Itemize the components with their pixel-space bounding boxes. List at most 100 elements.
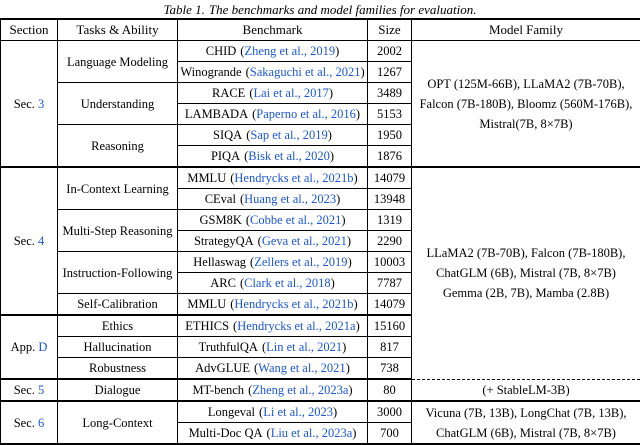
task-cell: In-Context Learning xyxy=(58,167,178,210)
section-cell: App. D xyxy=(1,315,58,379)
citation-link[interactable]: Sap et al., 2019 xyxy=(246,128,332,142)
section-cell: Sec. 5 xyxy=(1,379,58,401)
section-prefix: Sec. xyxy=(14,383,35,397)
benchmark-cell: CHIDZheng et al., 2019 xyxy=(178,41,368,62)
size-cell: 15160 xyxy=(368,315,412,337)
benchmark-name: CHID xyxy=(206,44,237,58)
citation-link[interactable]: Lai et al., 2017 xyxy=(249,86,333,100)
benchmark-cell: MMLU Hendrycks et al., 2021b xyxy=(178,167,368,189)
model-family-line: Gemma (2B, 7B), Mamba (2.8B) xyxy=(414,283,638,303)
size-cell: 738 xyxy=(368,358,412,380)
col-header-section: Section xyxy=(1,19,58,41)
model-family-line: Falcon (7B-180B), Bloomz (560M-176B), xyxy=(414,94,638,114)
size-cell: 14079 xyxy=(368,294,412,316)
citation-link[interactable]: Bisk et al., 2020 xyxy=(244,149,334,163)
model-family-line: Vicuna (7B, 13B), LongChat (7B, 13B), xyxy=(414,403,638,423)
benchmark-cell: ARC Clark et al., 2018 xyxy=(178,273,368,294)
size-cell: 1267 xyxy=(368,62,412,83)
section-prefix: Sec. xyxy=(14,234,35,248)
benchmark-name: ARC xyxy=(210,276,236,290)
task-cell: Instruction-Following xyxy=(58,252,178,294)
size-cell: 80 xyxy=(368,379,412,401)
task-cell: Hallucination xyxy=(58,337,178,358)
citation-link[interactable]: Hendrycks et al., 2021b xyxy=(230,171,357,185)
size-cell: 5153 xyxy=(368,104,412,125)
benchmark-name: PIQA xyxy=(211,149,240,163)
citation-link[interactable]: Geva et al., 2021 xyxy=(258,234,351,248)
size-cell: 700 xyxy=(368,423,412,445)
header-row: Section Tasks & Ability Benchmark Size M… xyxy=(1,19,640,41)
benchmark-cell: SIQA Sap et al., 2019 xyxy=(178,125,368,146)
size-cell: 7787 xyxy=(368,273,412,294)
citation-link[interactable]: Huang et al., 2023 xyxy=(240,192,340,206)
task-cell: Self-Calibration xyxy=(58,294,178,316)
citation-link[interactable]: Zheng et al., 2023a xyxy=(248,383,353,397)
table-row: Sec. 5 Dialogue MT-benchZheng et al., 20… xyxy=(1,379,640,401)
benchmark-name: RACE xyxy=(212,86,245,100)
benchmark-name: MMLU xyxy=(187,297,226,311)
citation-link[interactable]: Wang et al., 2021 xyxy=(254,361,350,375)
section-ref-link[interactable]: 6 xyxy=(38,416,44,430)
model-family-cell: LLaMA2 (7B-70B), Falcon (7B-180B), ChatG… xyxy=(412,167,640,379)
benchmark-cell: WinograndeSakaguchi et al., 2021 xyxy=(178,62,368,83)
citation-link[interactable]: Hendrycks et al., 2021b xyxy=(230,297,357,311)
citation-link[interactable]: Hendrycks et al., 2021a xyxy=(233,319,360,333)
benchmark-name: GSM8K xyxy=(199,213,241,227)
benchmark-cell: PIQA Bisk et al., 2020 xyxy=(178,146,368,168)
model-family-line: Mistral(7B, 8×7B) xyxy=(414,114,638,134)
benchmark-name: TruthfulQA xyxy=(199,340,258,354)
size-cell: 817 xyxy=(368,337,412,358)
benchmark-cell: Multi-Doc QALiu et al., 2023a xyxy=(178,423,368,445)
section-prefix: Sec. xyxy=(14,416,35,430)
section-ref-link[interactable]: 3 xyxy=(38,97,44,111)
task-cell: Ethics xyxy=(58,315,178,337)
benchmark-name: SIQA xyxy=(213,128,242,142)
benchmark-cell: Longeval Li et al., 2023 xyxy=(178,401,368,423)
table-row: Sec. 3 Language Modeling CHIDZheng et al… xyxy=(1,41,640,62)
col-header-tasks: Tasks & Ability xyxy=(58,19,178,41)
benchmark-cell: MT-benchZheng et al., 2023a xyxy=(178,379,368,401)
section-ref-link[interactable]: D xyxy=(38,340,47,354)
citation-link[interactable]: Clark et al., 2018 xyxy=(240,276,335,290)
benchmark-cell: MMLU Hendrycks et al., 2021b xyxy=(178,294,368,316)
benchmark-cell: HellaswagZellers et al., 2019 xyxy=(178,252,368,273)
size-cell: 1876 xyxy=(368,146,412,168)
benchmark-cell: GSM8K Cobbe et al., 2021 xyxy=(178,210,368,231)
section-ref-link[interactable]: 4 xyxy=(38,234,44,248)
section-ref-link[interactable]: 5 xyxy=(38,383,44,397)
citation-link[interactable]: Sakaguchi et al., 2021 xyxy=(246,65,365,79)
task-cell: Robustness xyxy=(58,358,178,380)
model-family-cell: (+ StableLM-3B) xyxy=(412,379,640,401)
benchmark-name: MMLU xyxy=(187,171,226,185)
benchmark-name: LAMBADA xyxy=(185,107,248,121)
citation-link[interactable]: Zellers et al., 2019 xyxy=(250,255,352,269)
benchmark-cell: AdvGLUEWang et al., 2021 xyxy=(178,358,368,380)
size-cell: 1319 xyxy=(368,210,412,231)
col-header-benchmark: Benchmark xyxy=(178,19,368,41)
section-prefix: App. xyxy=(11,340,36,354)
benchmark-cell: ETHICS Hendrycks et al., 2021a xyxy=(178,315,368,337)
citation-link[interactable]: Cobbe et al., 2021 xyxy=(246,213,346,227)
benchmark-name: ETHICS xyxy=(185,319,229,333)
citation-link[interactable]: Lin et al., 2021 xyxy=(262,340,346,354)
benchmark-cell: LAMBADA Paperno et al., 2016 xyxy=(178,104,368,125)
model-family-line: OPT (125M-66B), LLaMA2 (7B-70B), xyxy=(414,74,638,94)
task-cell: Dialogue xyxy=(58,379,178,401)
benchmark-name: Longeval xyxy=(208,405,255,419)
citation-link[interactable]: Paperno et al., 2016 xyxy=(252,107,360,121)
task-cell: Reasoning xyxy=(58,125,178,168)
table-caption: Table 1.The benchmarks and model familie… xyxy=(0,0,640,18)
size-cell: 13948 xyxy=(368,189,412,210)
size-cell: 14079 xyxy=(368,167,412,189)
section-cell: Sec. 4 xyxy=(1,167,58,315)
model-family-line: ChatGLM (6B), Mistral (7B, 8×7B) xyxy=(414,423,638,443)
section-cell: Sec. 3 xyxy=(1,41,58,168)
benchmarks-table: Section Tasks & Ability Benchmark Size M… xyxy=(0,18,640,445)
citation-link[interactable]: Li et al., 2023 xyxy=(259,405,337,419)
size-cell: 2002 xyxy=(368,41,412,62)
section-prefix: Sec. xyxy=(14,97,35,111)
task-cell: Multi-Step Reasoning xyxy=(58,210,178,252)
size-cell: 3489 xyxy=(368,83,412,104)
caption-text: The benchmarks and model families for ev… xyxy=(209,2,477,17)
citation-link[interactable]: Zheng et al., 2019 xyxy=(240,44,339,58)
